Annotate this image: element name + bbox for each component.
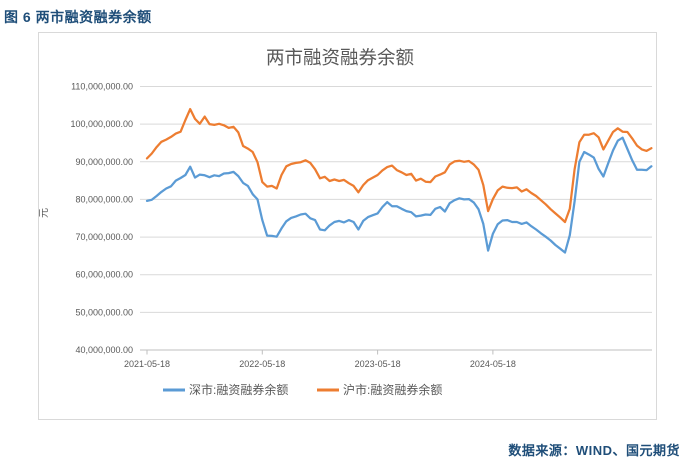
- series-line-shenzhen: [145, 136, 653, 254]
- y-tick-label: 60,000,000.00: [75, 270, 133, 280]
- x-tick-labels: 2021-05-18 2022-05-18 2023-05-18 2024-05…: [124, 359, 516, 369]
- legend-label-shanghai: 沪市:融资融券余额: [343, 382, 442, 397]
- legend-label-shenzhen: 深市:融资融券余额: [189, 382, 288, 397]
- y-tick-label: 90,000,000.00: [75, 157, 133, 167]
- y-axis-title: 元: [39, 208, 50, 218]
- y-tick-label: 70,000,000.00: [75, 232, 133, 242]
- y-tick-label: 110,000,000.00: [71, 82, 133, 92]
- y-tick-label: 40,000,000.00: [75, 345, 133, 355]
- y-tick-labels: 110,000,000.00 100,000,000.00 90,000,000…: [70, 82, 133, 356]
- gridlines: [140, 86, 652, 313]
- legend: 深市:融资融券余额 沪市:融资融券余额: [163, 382, 442, 397]
- chart-title: 两市融资融券余额: [266, 47, 414, 68]
- x-tick-label: 2022-05-18: [239, 359, 285, 369]
- chart-frame: [38, 32, 657, 420]
- figure-header: 图 6 两市融资融券余额: [4, 9, 152, 25]
- x-tick-label: 2024-05-18: [470, 359, 516, 369]
- source-note: 数据来源：WIND、国元期货: [508, 443, 680, 458]
- series-line-shanghai: [145, 107, 653, 224]
- y-tick-label: 100,000,000.00: [70, 119, 133, 129]
- x-tick-label: 2023-05-18: [355, 359, 401, 369]
- y-tick-label: 50,000,000.00: [75, 307, 133, 317]
- y-tick-label: 80,000,000.00: [75, 194, 133, 204]
- x-tick-label: 2021-05-18: [124, 359, 170, 369]
- x-axis: [140, 349, 652, 355]
